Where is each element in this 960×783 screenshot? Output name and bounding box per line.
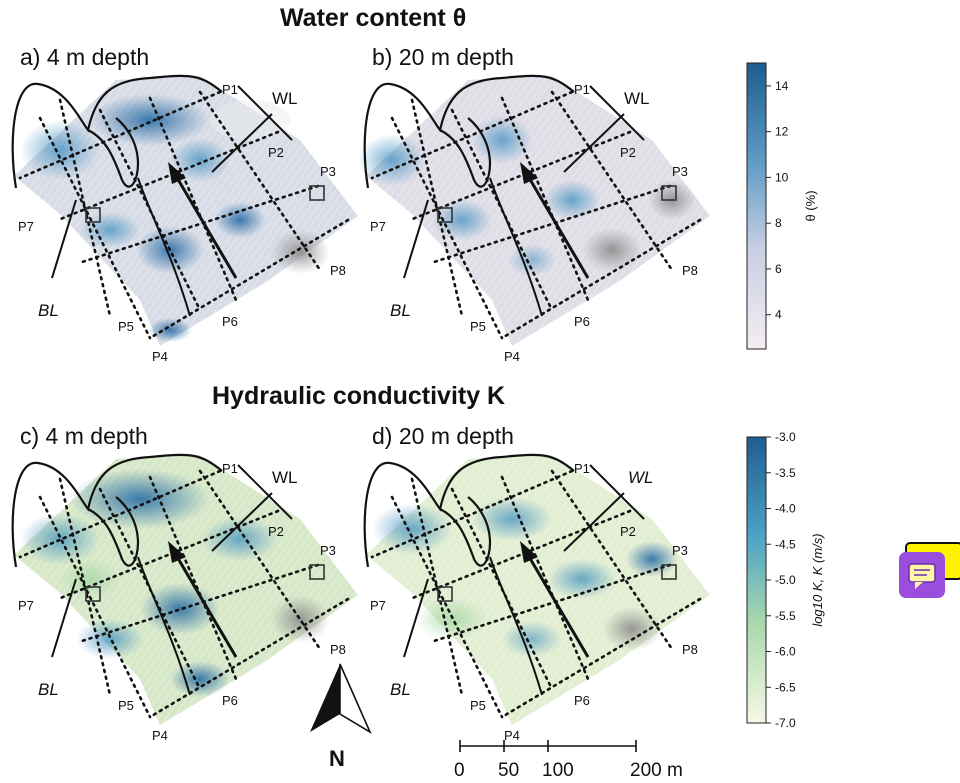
colorbar-tick-label: 6 bbox=[775, 262, 782, 276]
profile-labels-c: P1 P2 P3 P4 P5 P6 P7 P8 WL BL bbox=[18, 461, 346, 743]
colorbar-tick-label: -5.5 bbox=[775, 609, 796, 623]
colorbar-tick-label: 12 bbox=[775, 125, 789, 139]
panel-a-label: a) 4 m depth bbox=[20, 44, 150, 70]
profile-label: P1 bbox=[574, 82, 590, 97]
colorbar-tick-label: 4 bbox=[775, 308, 782, 322]
scale-label: 50 bbox=[498, 760, 519, 781]
profile-label: P4 bbox=[504, 349, 520, 364]
panel-c-map bbox=[11, 453, 358, 725]
panel-d-label: d) 20 m depth bbox=[372, 423, 514, 449]
profile-label: P6 bbox=[222, 314, 238, 329]
profile-label: P1 bbox=[222, 461, 238, 476]
profile-label: P6 bbox=[222, 693, 238, 708]
colorbar-tick-label: 8 bbox=[775, 216, 782, 230]
wl-label: WL bbox=[624, 89, 650, 108]
profile-label: P1 bbox=[574, 461, 590, 476]
profile-label: P4 bbox=[152, 728, 168, 743]
wl-label: WL bbox=[272, 468, 298, 487]
north-label: N bbox=[329, 746, 345, 771]
profile-label: P8 bbox=[330, 263, 346, 278]
colorbar-tick-label: -5.0 bbox=[775, 573, 796, 587]
panel-a-map bbox=[11, 74, 358, 346]
colorbar-tick-label: -3.0 bbox=[775, 430, 796, 444]
profile-label: P2 bbox=[268, 524, 284, 539]
colorbar-tick-label: 10 bbox=[775, 170, 789, 184]
profile-label: P5 bbox=[470, 698, 486, 713]
profile-label: P7 bbox=[370, 598, 386, 613]
scale-label: 100 bbox=[542, 760, 574, 781]
profile-labels-d: P1 P2 P3 P4 P5 P6 P7 P8 WL BL bbox=[370, 461, 698, 743]
panel-d-map bbox=[363, 453, 710, 725]
profile-label: P3 bbox=[672, 543, 688, 558]
chat-icon[interactable] bbox=[899, 552, 945, 598]
panel-b-label: b) 20 m depth bbox=[372, 44, 514, 70]
profile-label: P3 bbox=[320, 164, 336, 179]
colorbar-tick-label: -4.0 bbox=[775, 502, 796, 516]
title-hydraulic-conductivity: Hydraulic conductivity K bbox=[212, 382, 506, 410]
panel-b-map bbox=[358, 74, 710, 346]
wl-label: WL bbox=[628, 468, 654, 487]
bl-label: BL bbox=[390, 680, 411, 699]
title-water-content: Water content θ bbox=[280, 4, 467, 32]
bl-label: BL bbox=[38, 301, 59, 320]
bl-label: BL bbox=[38, 680, 59, 699]
profile-label: P8 bbox=[330, 642, 346, 657]
profile-label: P4 bbox=[152, 349, 168, 364]
colorbar-theta-label: θ (%) bbox=[803, 190, 818, 221]
profile-label: P4 bbox=[504, 728, 520, 743]
profile-labels-b: P1 P2 P3 P4 P5 P6 P7 P8 WL BL bbox=[370, 82, 698, 364]
colorbar-tick-label: -6.0 bbox=[775, 645, 796, 659]
north-arrow-icon bbox=[310, 664, 340, 732]
colorbar-tick-label: -7.0 bbox=[775, 716, 796, 730]
profile-label: P1 bbox=[222, 82, 238, 97]
chat-widget[interactable] bbox=[899, 542, 960, 602]
profile-label: P8 bbox=[682, 642, 698, 657]
colorbar-tick-label: -6.5 bbox=[775, 680, 796, 694]
profile-label: P5 bbox=[118, 319, 134, 334]
profile-label: P6 bbox=[574, 693, 590, 708]
profile-label: P7 bbox=[18, 219, 34, 234]
profile-label: P7 bbox=[18, 598, 34, 613]
bl-label: BL bbox=[390, 301, 411, 320]
colorbar-k: -3.0 -3.5 -4.0 -4.5 -5.0 -5.5 -6.0 -6.5 -7.0 log… bbox=[746, 430, 825, 730]
profile-label: P2 bbox=[268, 145, 284, 160]
scale-bar: 0 50 100 200 m bbox=[454, 740, 683, 781]
scale-label: 0 bbox=[454, 760, 465, 781]
panel-c-label: c) 4 m depth bbox=[20, 423, 148, 449]
profile-label: P2 bbox=[620, 145, 636, 160]
profile-label: P7 bbox=[370, 219, 386, 234]
colorbar-tick-label: 14 bbox=[775, 79, 789, 93]
colorbar-tick-label: -4.5 bbox=[775, 537, 796, 551]
north-arrow: N bbox=[310, 663, 372, 771]
profile-label: P6 bbox=[574, 314, 590, 329]
profile-labels-a: P1 P2 P3 P4 P5 P6 P7 P8 WL BL bbox=[18, 82, 346, 364]
profile-label: P8 bbox=[682, 263, 698, 278]
colorbar-theta: 14 12 10 8 6 4 θ (%) bbox=[746, 62, 818, 350]
profile-label: P5 bbox=[470, 319, 486, 334]
wl-label: WL bbox=[272, 89, 298, 108]
profile-label: P2 bbox=[620, 524, 636, 539]
profile-label: P3 bbox=[672, 164, 688, 179]
colorbar-k-label: log10 K, K (m/s) bbox=[810, 533, 825, 626]
profile-label: P5 bbox=[118, 698, 134, 713]
profile-label: P3 bbox=[320, 543, 336, 558]
scale-label: 200 m bbox=[630, 760, 683, 781]
colorbar-tick-label: -3.5 bbox=[775, 466, 796, 480]
